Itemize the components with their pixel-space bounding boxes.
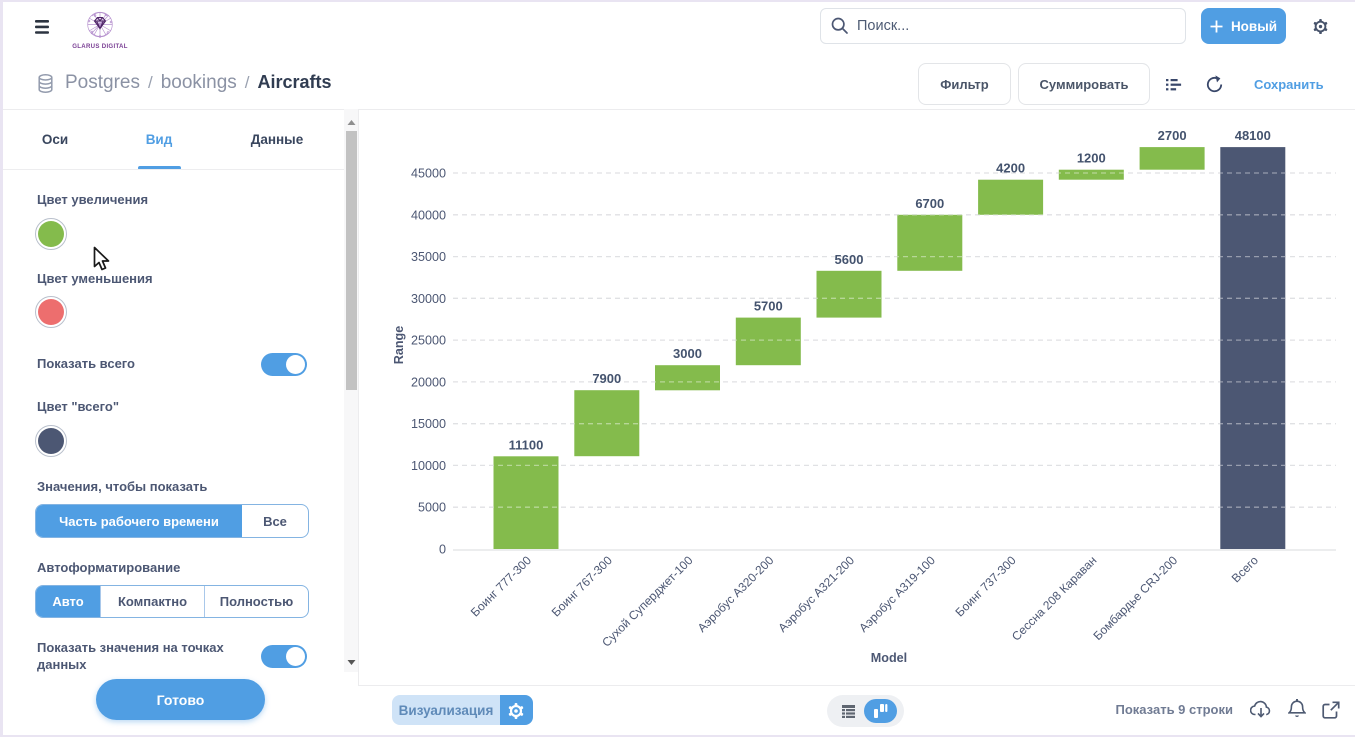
- svg-text:Боинг 767-300: Боинг 767-300: [549, 553, 615, 619]
- svg-text:4200: 4200: [996, 161, 1025, 176]
- svg-text:3000: 3000: [673, 346, 702, 361]
- svg-text:0: 0: [439, 543, 446, 557]
- svg-text:5600: 5600: [835, 252, 864, 267]
- svg-text:5000: 5000: [418, 501, 446, 515]
- svg-text:15000: 15000: [411, 417, 446, 431]
- svg-text:Model: Model: [871, 651, 907, 665]
- svg-text:6700: 6700: [915, 196, 944, 211]
- svg-text:Боинг 737-300: Боинг 737-300: [953, 553, 1019, 619]
- svg-text:45000: 45000: [411, 167, 446, 181]
- svg-text:Бомбардье CRJ-200: Бомбардье CRJ-200: [1090, 553, 1180, 643]
- svg-text:30000: 30000: [411, 292, 446, 306]
- svg-text:48100: 48100: [1235, 128, 1271, 143]
- svg-text:11100: 11100: [509, 437, 544, 452]
- svg-text:Всего: Всего: [1229, 553, 1261, 585]
- svg-text:35000: 35000: [411, 250, 446, 264]
- svg-text:5700: 5700: [754, 299, 783, 314]
- svg-text:40000: 40000: [411, 208, 446, 222]
- svg-text:7900: 7900: [592, 371, 621, 386]
- svg-text:25000: 25000: [411, 334, 446, 348]
- svg-text:1200: 1200: [1077, 151, 1106, 166]
- svg-text:Аэробус A320-200: Аэробус A320-200: [695, 553, 777, 635]
- svg-text:10000: 10000: [411, 459, 446, 473]
- svg-text:Боинг 777-300: Боинг 777-300: [468, 553, 534, 619]
- svg-text:Аэробус A321-200: Аэробус A321-200: [775, 553, 857, 635]
- svg-text:Range: Range: [392, 326, 406, 365]
- svg-text:Сухой Суперджет-100: Сухой Суперджет-100: [599, 553, 696, 650]
- svg-text:2700: 2700: [1158, 128, 1187, 143]
- svg-text:Сессна 208 Караван: Сессна 208 Караван: [1009, 553, 1099, 643]
- svg-text:GLARUS DIGITAL: GLARUS DIGITAL: [72, 43, 128, 49]
- svg-text:20000: 20000: [411, 375, 446, 389]
- svg-text:Аэробус A319-100: Аэробус A319-100: [856, 553, 938, 635]
